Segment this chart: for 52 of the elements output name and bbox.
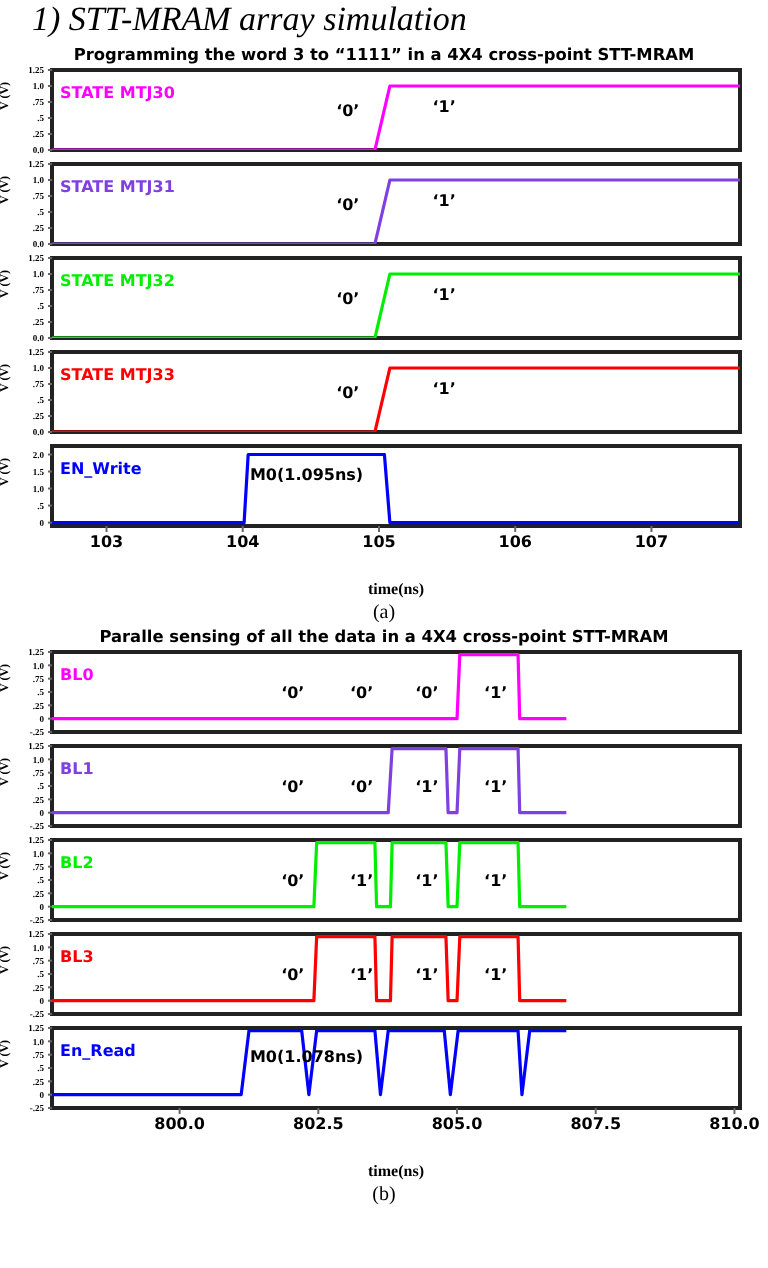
- annotation: ‘1’: [349, 872, 374, 890]
- annotation: ‘1’: [484, 966, 508, 984]
- text: En_Read: [60, 1042, 136, 1060]
- x-tick-label: 810.0: [709, 1115, 761, 1134]
- x-tick-label: 104: [226, 533, 261, 552]
- annotation: ‘0’: [349, 778, 374, 796]
- text: STATE MTJ31: [60, 178, 175, 196]
- annotation: ‘1’: [432, 380, 456, 398]
- text: STATE MTJ33: [60, 366, 175, 384]
- text: BL2: [60, 854, 94, 872]
- annotation: ‘1’: [432, 192, 456, 210]
- annotation: ‘1’: [415, 778, 439, 796]
- annotation: ‘0’: [281, 872, 305, 890]
- annotation: ‘0’: [349, 684, 374, 702]
- annotation: ‘0’: [281, 778, 305, 796]
- annotation: M0(1.095ns): [249, 466, 364, 484]
- x-tick-label: 802.5: [293, 1115, 345, 1134]
- annotation: ‘0’: [336, 102, 360, 120]
- text: (a): [370, 602, 398, 626]
- annotation: ‘0’: [336, 384, 360, 402]
- x-tick-label: 105: [362, 533, 397, 552]
- x-tick-label: 106: [498, 533, 533, 552]
- text: 1) STT-MRAM array simulation: [30, 0, 469, 42]
- annotation: ‘0’: [281, 966, 305, 984]
- x-tick-label: 103: [89, 533, 124, 552]
- annotation: ‘1’: [415, 966, 439, 984]
- x-axis-title: time(ns): [368, 580, 425, 598]
- annotation: ‘1’: [415, 872, 439, 890]
- x-tick-label: 800.0: [154, 1115, 206, 1134]
- x-tick-label: 805.0: [431, 1115, 484, 1134]
- text: BL1: [60, 760, 94, 778]
- x-tick-label: 107: [634, 533, 669, 552]
- x-tick-label: 807.5: [570, 1115, 622, 1134]
- annotation: ‘1’: [484, 872, 508, 890]
- annotation: ‘0’: [281, 684, 305, 702]
- x-axis-title: time(ns): [368, 1162, 425, 1180]
- text: (b): [370, 1184, 398, 1208]
- chart-title: Paralle sensing of all the data in a 4X4 cross-point STT-MRAM: [97, 626, 671, 648]
- text: BL0: [60, 666, 94, 684]
- annotation: ‘1’: [484, 778, 508, 796]
- annotation: ‘1’: [432, 98, 456, 116]
- annotation: ‘0’: [336, 196, 360, 214]
- chart-title: Programming the word 3 to “1111” in a 4X4 cross-point STT-MRAM: [71, 44, 697, 66]
- annotation: ‘0’: [336, 290, 360, 308]
- annotation: ‘1’: [484, 684, 508, 702]
- annotation: ‘0’: [415, 684, 439, 702]
- text: EN_Write: [60, 460, 142, 478]
- annotation: ‘1’: [432, 286, 456, 304]
- annotation: ‘1’: [349, 966, 374, 984]
- text: STATE MTJ32: [60, 272, 175, 290]
- text: BL3: [60, 948, 94, 966]
- text: STATE MTJ30: [60, 84, 175, 102]
